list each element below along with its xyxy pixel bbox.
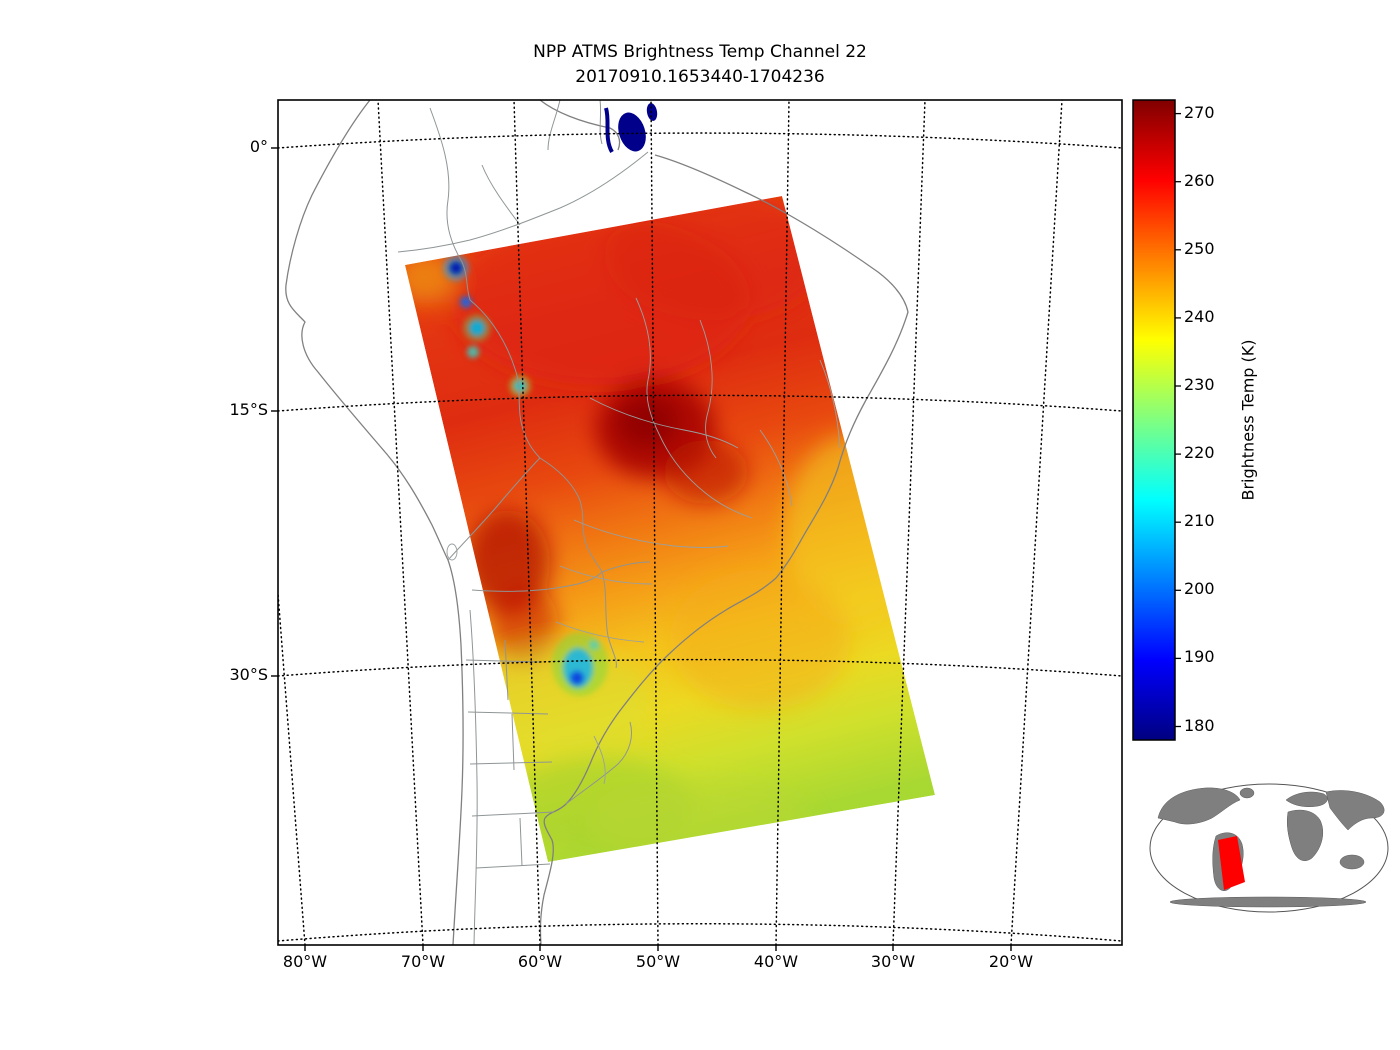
plot-subtitle: 20170910.1653440-1704236 [575,67,825,87]
axis-ticks [271,147,1012,951]
state-borders [446,297,841,785]
colorbar-tick-230: 230 [1184,375,1215,394]
lon-tick-label-80w: 80°W [282,952,328,971]
map-frame [277,99,1123,946]
lon-tick-label-70w: 70°W [400,952,446,971]
country-borders [429,100,651,945]
colorbar-tick-200: 200 [1184,579,1215,598]
lon-tick-label-60w: 60°W [517,952,563,971]
lat-tick-label-0: 0° [249,137,268,156]
coastline [285,100,909,945]
colorbar-tick-220: 220 [1184,443,1215,462]
colorbar-tick-260: 260 [1184,171,1215,190]
lat-tick-label-30s: 30°S [229,665,268,684]
inset-globe [1149,783,1389,913]
colorbar-tick-190: 190 [1184,647,1215,666]
colorbar-ticks [1175,112,1181,728]
colorbar-tick-270: 270 [1184,103,1215,122]
map-plot-area [278,100,1122,945]
swath-heatmap [405,196,935,862]
inset-swath-marker [1218,836,1245,890]
colorbar [1132,99,1181,741]
graticule [278,100,1122,945]
plot-title: NPP ATMS Brightness Temp Channel 22 [533,42,867,62]
colorbar-tick-180: 180 [1184,716,1215,735]
swath-convective-cells [443,255,608,696]
lat-tick-label-15s: 15°S [229,400,268,419]
lon-tick-label-30w: 30°W [870,952,916,971]
colorbar-gradient [1132,99,1176,741]
lon-tick-label-40w: 40°W [753,952,799,971]
amazon-river-water [397,103,658,253]
colorbar-axis-label: Brightness Temp (K) [1238,339,1258,501]
lon-tick-label-20w: 20°W [988,952,1034,971]
colorbar-tick-210: 210 [1184,511,1215,530]
lon-tick-label-50w: 50°W [635,952,681,971]
colorbar-tick-240: 240 [1184,307,1215,326]
colorbar-tick-250: 250 [1184,239,1215,258]
